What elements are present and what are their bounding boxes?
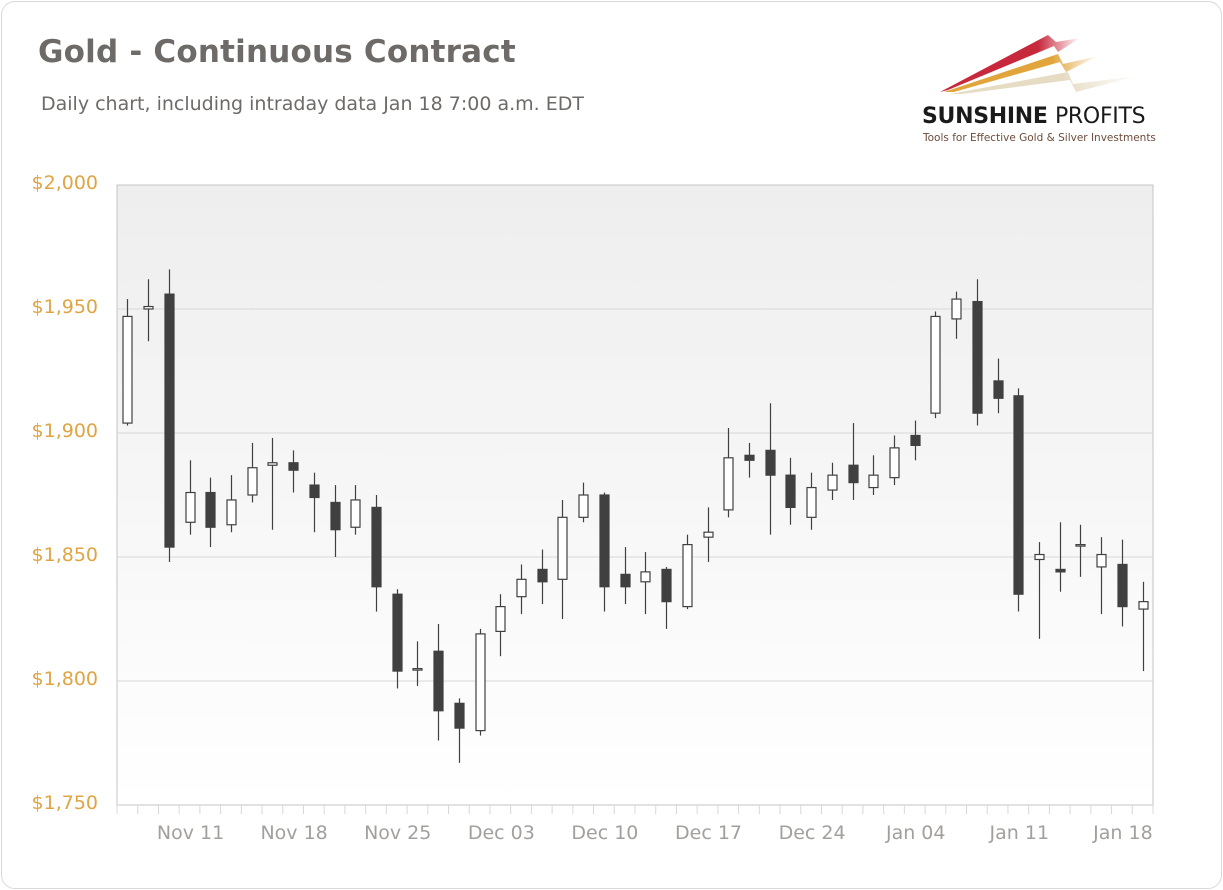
sunshine-profits-logo: SUNSHINE PROFITS Tools for Effective Gol… [908, 28, 1208, 168]
candle [164, 269, 175, 562]
candle [703, 507, 714, 562]
candle [951, 291, 962, 339]
candle [1075, 524, 1086, 577]
candle [868, 455, 879, 495]
candle [661, 566, 672, 629]
candle [620, 547, 631, 605]
x-axis-ticks [116, 805, 1154, 814]
candle [972, 279, 983, 426]
candle [454, 698, 465, 763]
candle [785, 457, 796, 525]
candle [412, 641, 423, 686]
candle [495, 594, 506, 657]
chart-subtitle: Daily chart, including intraday data Jan… [41, 93, 584, 115]
x-tick-label: Jan 11 [989, 822, 1050, 844]
logo-name: SUNSHINE PROFITS [922, 104, 1146, 129]
x-tick-label: Dec 17 [675, 822, 743, 844]
candle [143, 279, 154, 342]
candle [537, 549, 548, 605]
candle [578, 482, 589, 523]
candle [371, 495, 382, 612]
candle [557, 499, 568, 619]
candle [267, 437, 278, 530]
candle [516, 564, 527, 615]
candle [806, 472, 817, 530]
candle [350, 485, 361, 535]
candle [889, 435, 900, 486]
candle [848, 423, 859, 500]
candle [392, 589, 403, 689]
candle [744, 442, 755, 478]
x-tick-label: Nov 11 [156, 822, 225, 844]
candle [910, 420, 921, 461]
y-tick-label: $1,950 [31, 296, 98, 318]
y-tick-label: $1,750 [31, 792, 98, 814]
candle [640, 552, 651, 615]
candle [993, 358, 1004, 414]
logo-name-bold: SUNSHINE [922, 104, 1048, 129]
plot-area [116, 184, 1154, 806]
candle [827, 462, 838, 500]
y-tick-label: $1,800 [31, 668, 98, 690]
x-tick-label: Dec 24 [778, 822, 846, 844]
y-tick-label: $1,900 [31, 420, 98, 442]
candle [309, 472, 320, 533]
candle [1117, 539, 1128, 627]
candles [122, 269, 1149, 763]
x-tick-label: Nov 18 [260, 822, 328, 844]
candle [765, 403, 776, 535]
x-tick-label: Dec 10 [571, 822, 639, 844]
candle [1013, 388, 1024, 612]
logo-stripes-icon [940, 35, 1138, 94]
candle [205, 477, 216, 548]
logo-name-light: PROFITS [1054, 104, 1146, 129]
chart-title: Gold - Continuous Contract [38, 34, 516, 70]
candle [599, 492, 610, 612]
candle [475, 628, 486, 736]
candle [185, 460, 196, 535]
x-tick-label: Dec 03 [467, 822, 535, 844]
y-tick-label: $1,850 [31, 544, 98, 566]
x-tick-label: Jan 18 [1093, 822, 1153, 844]
candle [330, 485, 341, 557]
candle [682, 534, 693, 610]
x-tick-label: Jan 04 [885, 822, 946, 844]
candle [1034, 542, 1045, 639]
candle [122, 299, 133, 426]
candle [1138, 581, 1149, 672]
candle [288, 450, 299, 493]
candle [1055, 522, 1066, 592]
candle [930, 311, 941, 419]
candle [433, 623, 444, 741]
y-tick-label: $2,000 [31, 172, 98, 194]
candle [723, 428, 734, 518]
candle [1096, 537, 1107, 615]
x-tick-label: Nov 25 [364, 822, 432, 844]
candle [247, 442, 258, 503]
logo-tagline: Tools for Effective Gold & Silver Invest… [923, 132, 1156, 144]
candle [226, 475, 237, 533]
